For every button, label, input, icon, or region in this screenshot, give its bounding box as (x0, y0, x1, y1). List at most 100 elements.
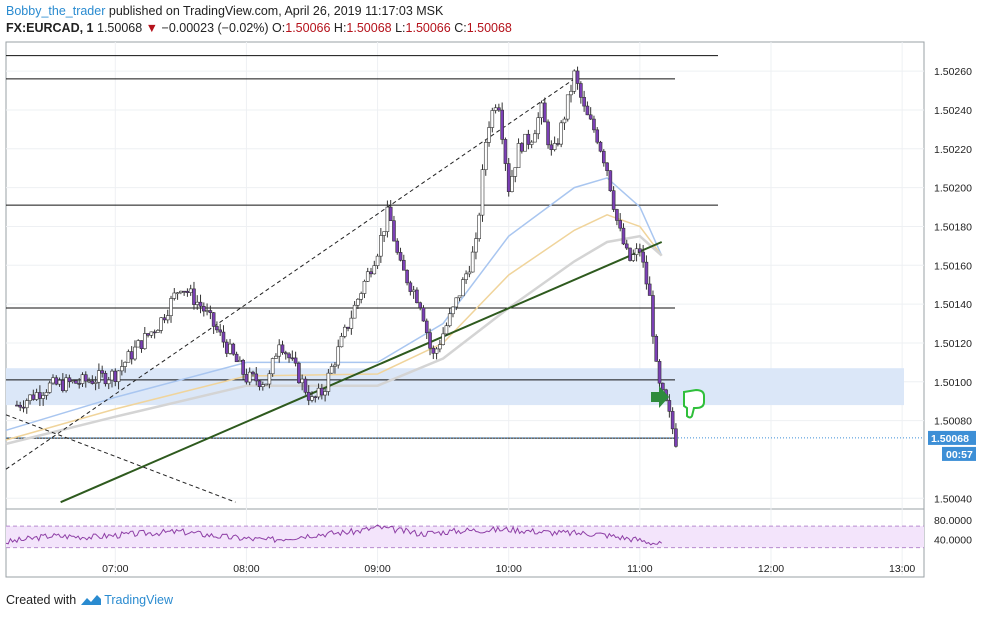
rsi-band (6, 526, 924, 548)
candle-body (379, 235, 383, 257)
low-label: L: (395, 21, 406, 35)
publish-info: published on TradingView.com, April 26, … (108, 4, 444, 18)
time-tick-label: 11:00 (627, 563, 653, 575)
candle (205, 303, 209, 316)
candle-body (15, 404, 19, 407)
candle-body (146, 333, 150, 336)
candle-body (179, 290, 183, 294)
tradingview-link[interactable]: TradingView (104, 593, 173, 607)
candle-body (136, 340, 141, 348)
candle-body (520, 143, 524, 152)
candle-body (477, 214, 482, 239)
candle (605, 162, 609, 177)
candle-body (339, 336, 344, 348)
candle (477, 212, 482, 242)
candle (179, 290, 183, 295)
candle (333, 362, 337, 374)
candle-body (424, 320, 429, 333)
time-tick-label: 07:00 (102, 563, 128, 575)
candle (149, 331, 154, 339)
candle (139, 340, 144, 353)
candle-body (103, 372, 108, 385)
candle (667, 394, 672, 418)
candle-body (152, 331, 157, 334)
candle (631, 249, 636, 263)
candle (500, 102, 504, 145)
candle-body (454, 297, 459, 308)
candle-body (487, 127, 491, 143)
candle (408, 280, 413, 296)
candle-body (503, 139, 508, 164)
candle (418, 301, 422, 311)
candle-body (231, 343, 236, 355)
candle-body (559, 122, 563, 145)
candle (451, 306, 455, 318)
candle (352, 301, 357, 319)
candle (398, 247, 403, 262)
candle (565, 94, 570, 122)
price-tick-label: 1.50120 (934, 338, 972, 350)
candle (346, 326, 350, 332)
author-link[interactable]: Bobby_the_trader (6, 4, 106, 18)
candle (185, 288, 190, 297)
candle-body (382, 231, 386, 236)
candle (674, 423, 678, 448)
candle-body (247, 371, 252, 383)
candle-body (106, 379, 111, 385)
rsi-line (5, 524, 663, 546)
candle-body (444, 325, 449, 335)
candle (454, 297, 459, 311)
candle-body (523, 133, 527, 152)
candle (202, 302, 206, 317)
candle (520, 142, 524, 154)
candle (438, 339, 442, 353)
candle (106, 376, 111, 390)
candle (493, 104, 498, 114)
candle-body (569, 90, 573, 96)
candle (546, 119, 550, 149)
candle-body (490, 110, 495, 128)
candle (251, 370, 255, 377)
trend-lines (5, 78, 663, 504)
candle (64, 374, 68, 393)
candle (470, 246, 475, 273)
candle-body (129, 351, 134, 360)
candle-body (126, 351, 131, 363)
candle (657, 359, 662, 389)
rsi-tick-label: 40.0000 (934, 535, 972, 547)
candle (369, 267, 373, 278)
candle (654, 334, 659, 362)
candle-body (510, 176, 514, 192)
candle-body (234, 353, 239, 363)
candle (536, 112, 541, 140)
candle-body (149, 331, 154, 336)
candle-body (624, 243, 629, 249)
time-axis[interactable]: 07:00 08:00 09:00 10:00 11:00 12:00 13:00 (102, 563, 915, 575)
candle (67, 374, 72, 388)
candle-body (352, 304, 357, 319)
candle-body (644, 261, 649, 285)
candle-body (297, 362, 301, 384)
candle-body (513, 167, 518, 177)
candle-body (120, 366, 124, 372)
candle-body (208, 310, 213, 313)
candle (231, 342, 236, 356)
candle (474, 232, 478, 260)
candle (392, 215, 396, 242)
candle-body (588, 114, 593, 120)
chart-canvas[interactable]: 1.50040 1.50080 1.50100 1.50120 1.50140 1.501… (0, 0, 988, 590)
candle (424, 318, 429, 340)
candle-body (280, 344, 285, 353)
candle (293, 351, 298, 367)
candle (401, 254, 406, 271)
countdown-bg (942, 446, 976, 461)
candle-body (533, 133, 537, 143)
candle (188, 284, 193, 296)
candle (198, 294, 203, 314)
price-tick-label: 1.50160 (934, 260, 972, 272)
price-change: −0.00023 (−0.02%) (161, 21, 269, 35)
candle-body (500, 109, 504, 140)
symbol-label: FX:EURCAD, 1 (6, 21, 94, 35)
candle (211, 312, 216, 334)
price-axis[interactable]: 1.50040 1.50080 1.50100 1.50120 1.50140 1.501… (934, 66, 972, 547)
